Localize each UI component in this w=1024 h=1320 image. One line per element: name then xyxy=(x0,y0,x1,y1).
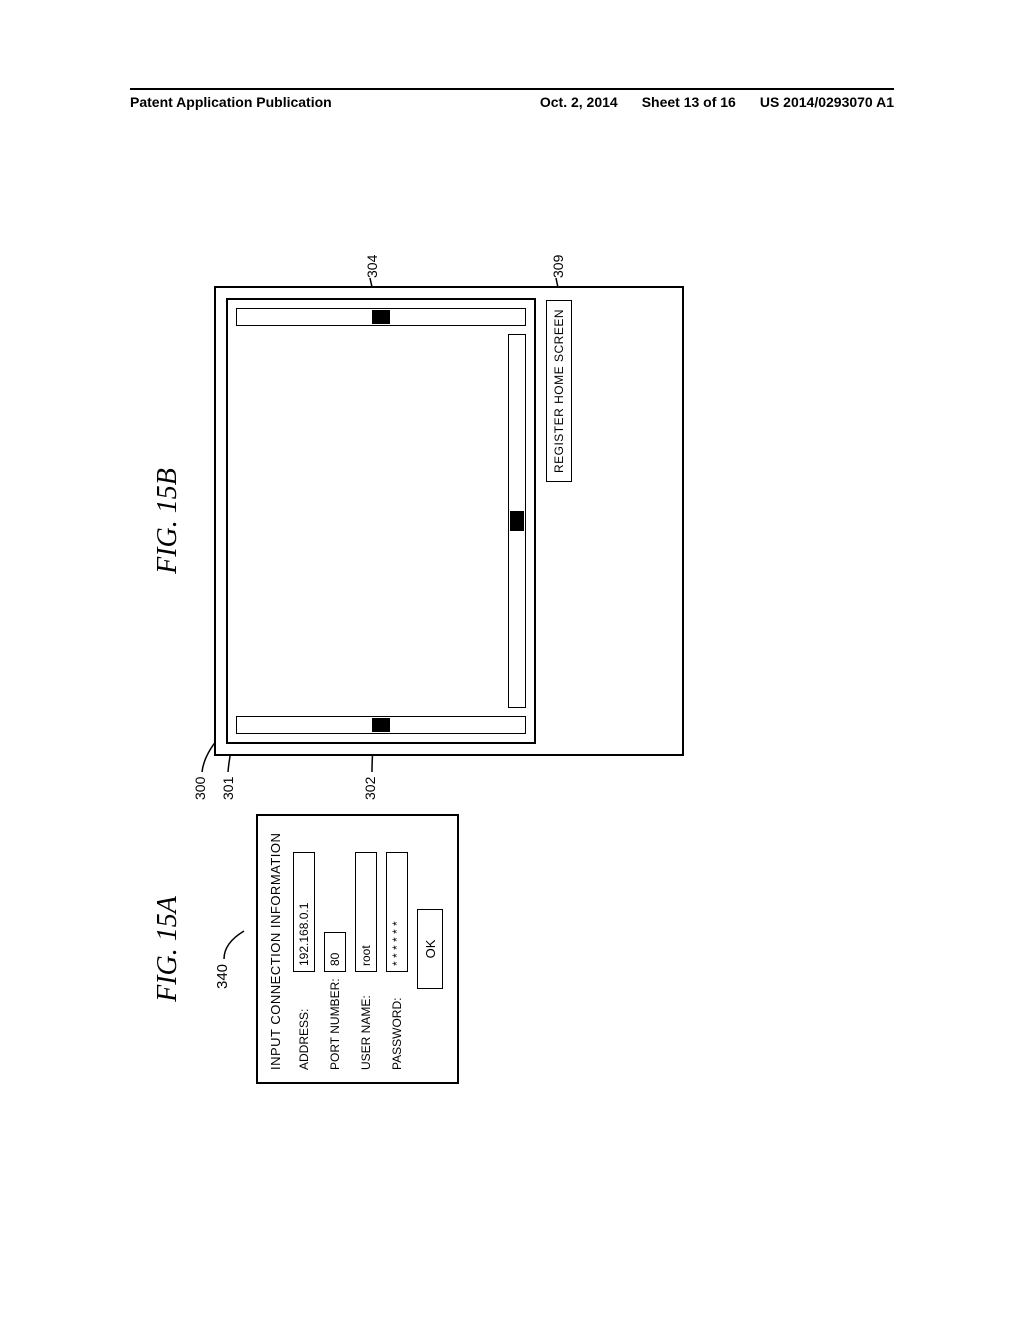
row-address: ADDRESS: 192.168.0.1 xyxy=(293,828,315,1070)
slider-thumb-icon[interactable] xyxy=(372,310,390,324)
fig-15b-title: FIG. 15B xyxy=(152,468,184,574)
port-label: PORT NUMBER: xyxy=(328,978,342,1070)
header-right: Oct. 2, 2014 Sheet 13 of 16 US 2014/0293… xyxy=(540,94,894,110)
ref-309: 309 xyxy=(550,255,566,278)
row-port: PORT NUMBER: 80 xyxy=(324,828,346,1070)
panel-inner-301 xyxy=(226,298,536,744)
address-input[interactable]: 192.168.0.1 xyxy=(293,852,315,972)
user-label: USER NAME: xyxy=(359,978,373,1070)
slider-right-304[interactable] xyxy=(236,308,526,326)
pass-value: * * * * * * xyxy=(390,921,404,966)
ref-300-label: 300 xyxy=(192,777,208,800)
panel-15b-wrap: 300 301 302 303 xyxy=(214,286,684,756)
header-pubno: US 2014/0293070 A1 xyxy=(760,94,894,110)
ref-340-callout: 340 xyxy=(214,799,248,1099)
content-area: FIG. 15A 340 INPUT CONNECTION INFORMATIO… xyxy=(130,180,894,1180)
ref-302: 302 xyxy=(362,777,378,800)
header-publication: Patent Application Publication xyxy=(130,94,332,110)
fig-15a-title: FIG. 15A xyxy=(152,896,184,1002)
slider-thumb-icon[interactable] xyxy=(510,511,524,531)
slider-bottom-303[interactable] xyxy=(508,334,526,708)
port-value: 80 xyxy=(328,953,342,966)
ref-300: 300 xyxy=(192,777,208,800)
page-header: Patent Application Publication Oct. 2, 2… xyxy=(130,88,894,110)
leader-line-icon xyxy=(218,921,248,961)
register-home-button[interactable]: REGISTER HOME SCREEN xyxy=(546,300,572,482)
ref-304-label: 304 xyxy=(364,255,380,278)
port-input[interactable]: 80 xyxy=(324,932,346,972)
address-label: ADDRESS: xyxy=(297,978,311,1070)
slider-left-302[interactable] xyxy=(236,716,526,734)
user-value: root xyxy=(359,945,373,966)
figure-group-rotated: FIG. 15A 340 INPUT CONNECTION INFORMATIO… xyxy=(152,240,872,1120)
ok-button[interactable]: OK xyxy=(417,909,443,989)
row-pass: PASSWORD: * * * * * * xyxy=(386,828,408,1070)
panel-outer-300: REGISTER HOME SCREEN xyxy=(214,286,684,756)
user-input[interactable]: root xyxy=(355,852,377,972)
ref-302-label: 302 xyxy=(362,777,378,800)
slider-thumb-icon[interactable] xyxy=(372,718,390,732)
dialog-title: INPUT CONNECTION INFORMATION xyxy=(268,828,283,1070)
pass-input[interactable]: * * * * * * xyxy=(386,852,408,972)
fig-15a: FIG. 15A 340 INPUT CONNECTION INFORMATIO… xyxy=(152,799,459,1099)
ref-301: 301 xyxy=(220,777,236,800)
ref-309-label: 309 xyxy=(550,255,566,278)
register-label: REGISTER HOME SCREEN xyxy=(552,309,566,473)
ref-304: 304 xyxy=(364,255,380,278)
address-value: 192.168.0.1 xyxy=(297,903,311,966)
ref-340-label: 340 xyxy=(214,964,231,989)
ok-label: OK xyxy=(423,940,438,959)
connection-dialog: INPUT CONNECTION INFORMATION ADDRESS: 19… xyxy=(256,814,459,1084)
header-date: Oct. 2, 2014 xyxy=(540,94,618,110)
row-user: USER NAME: root xyxy=(355,828,377,1070)
fig-15b: FIG. 15B 300 301 302 xyxy=(152,261,684,781)
pass-label: PASSWORD: xyxy=(390,978,404,1070)
header-sheet: Sheet 13 of 16 xyxy=(642,94,736,110)
figures-row: FIG. 15A 340 INPUT CONNECTION INFORMATIO… xyxy=(152,240,872,1120)
ref-301-label: 301 xyxy=(220,777,236,800)
